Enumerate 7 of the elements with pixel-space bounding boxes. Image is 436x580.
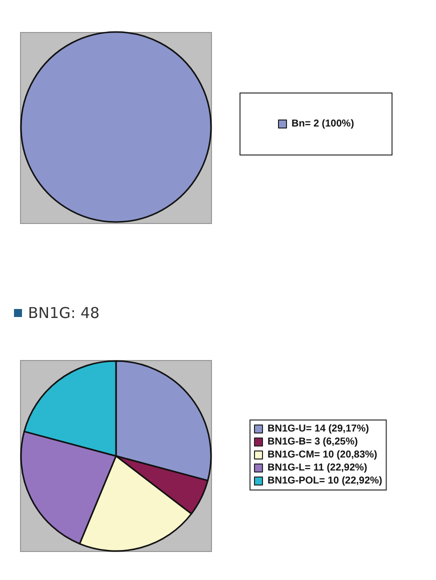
legend-label: BN1G-POL= 10 (22,92%)	[268, 476, 382, 486]
legend-label: BN1G-L= 11 (22,92%)	[268, 462, 368, 474]
legend-label: Bn= 2 (100%)	[292, 118, 354, 130]
legend-label: BN1G-B= 3 (6,25%)	[268, 436, 358, 448]
chart-title: BN1G: 48	[28, 304, 100, 322]
legend-label: BN1G-U= 14 (29,17%)	[268, 424, 369, 434]
legend-label: BN1G-CM= 10 (20,83%)	[268, 450, 378, 460]
